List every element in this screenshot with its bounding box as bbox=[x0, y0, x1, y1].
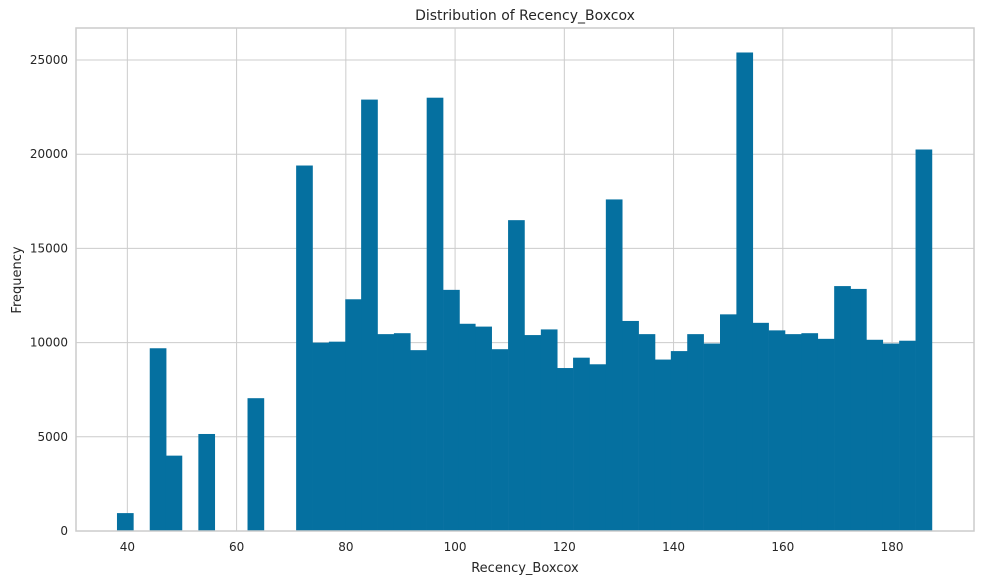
histogram-bar bbox=[524, 335, 542, 531]
plot-frame bbox=[75, 27, 975, 532]
histogram-bar bbox=[752, 322, 769, 531]
x-tick-label: 120 bbox=[553, 540, 576, 554]
histogram-bar bbox=[915, 149, 933, 531]
histogram-bar bbox=[116, 513, 134, 531]
y-tick-label: 15000 bbox=[30, 241, 68, 255]
x-axis-label: Recency_Boxcox bbox=[471, 561, 579, 576]
histogram-bar bbox=[556, 368, 574, 531]
histogram-bar bbox=[328, 341, 346, 531]
histogram-bar bbox=[736, 52, 754, 532]
histogram-bar bbox=[882, 343, 900, 531]
y-tick-label: 25000 bbox=[30, 53, 68, 67]
histogram-bar bbox=[312, 342, 330, 531]
histogram-bar bbox=[393, 333, 411, 531]
y-tick-label: 10000 bbox=[30, 336, 68, 350]
histogram-bar bbox=[654, 359, 672, 531]
histogram-bar bbox=[850, 288, 867, 531]
histogram-bar bbox=[720, 314, 737, 531]
histogram-bar bbox=[410, 350, 427, 531]
histogram-bar bbox=[622, 320, 639, 531]
histogram-bar bbox=[508, 220, 525, 531]
x-tick-label: 40 bbox=[120, 540, 135, 554]
histogram-bar bbox=[198, 433, 216, 531]
histogram-bar bbox=[605, 199, 623, 531]
histogram-bar bbox=[165, 455, 183, 531]
histogram-bar bbox=[149, 348, 167, 531]
histogram-bar bbox=[443, 289, 460, 531]
y-tick-label: 5000 bbox=[37, 430, 68, 444]
histogram-bar bbox=[458, 323, 476, 531]
histogram-bar bbox=[491, 349, 509, 531]
y-tick-label: 20000 bbox=[30, 147, 68, 161]
histogram-bar bbox=[768, 330, 786, 531]
histogram-bar bbox=[475, 326, 492, 531]
histogram-bar bbox=[817, 338, 835, 531]
histogram-bar bbox=[785, 334, 802, 531]
histogram-bar bbox=[361, 99, 378, 531]
x-tick-label: 60 bbox=[229, 540, 244, 554]
x-tick-label: 80 bbox=[338, 540, 353, 554]
x-tick-label: 140 bbox=[662, 540, 685, 554]
histogram-bar bbox=[638, 334, 656, 531]
x-axis-ticks: 40 60 80 100 120 140 160 180 bbox=[120, 540, 904, 554]
histogram-bar bbox=[834, 286, 851, 531]
x-tick-label: 180 bbox=[881, 540, 904, 554]
histogram-bar bbox=[899, 340, 916, 531]
histogram-bar bbox=[589, 364, 607, 531]
x-tick-label: 100 bbox=[444, 540, 467, 554]
histogram-bar bbox=[573, 357, 590, 531]
histogram-bar bbox=[687, 334, 704, 531]
histogram-bar bbox=[296, 165, 313, 531]
histogram-bar bbox=[670, 351, 688, 531]
histogram-bar bbox=[247, 398, 265, 531]
histogram-bar bbox=[377, 334, 395, 531]
histogram-bar bbox=[345, 299, 362, 531]
histogram-bar bbox=[801, 333, 819, 531]
chart-title: Distribution of Recency_Boxcox bbox=[415, 8, 635, 24]
histogram-bar bbox=[866, 339, 884, 531]
y-axis-ticks: 0 5000 10000 15000 20000 25000 bbox=[30, 53, 68, 538]
y-tick-label: 0 bbox=[60, 524, 68, 538]
y-axis-label: Frequency bbox=[10, 246, 25, 313]
histogram-bar bbox=[426, 97, 444, 531]
histogram-bar bbox=[703, 343, 721, 531]
histogram-bars bbox=[116, 52, 933, 532]
x-tick-label: 160 bbox=[771, 540, 794, 554]
histogram-bar bbox=[540, 329, 558, 531]
